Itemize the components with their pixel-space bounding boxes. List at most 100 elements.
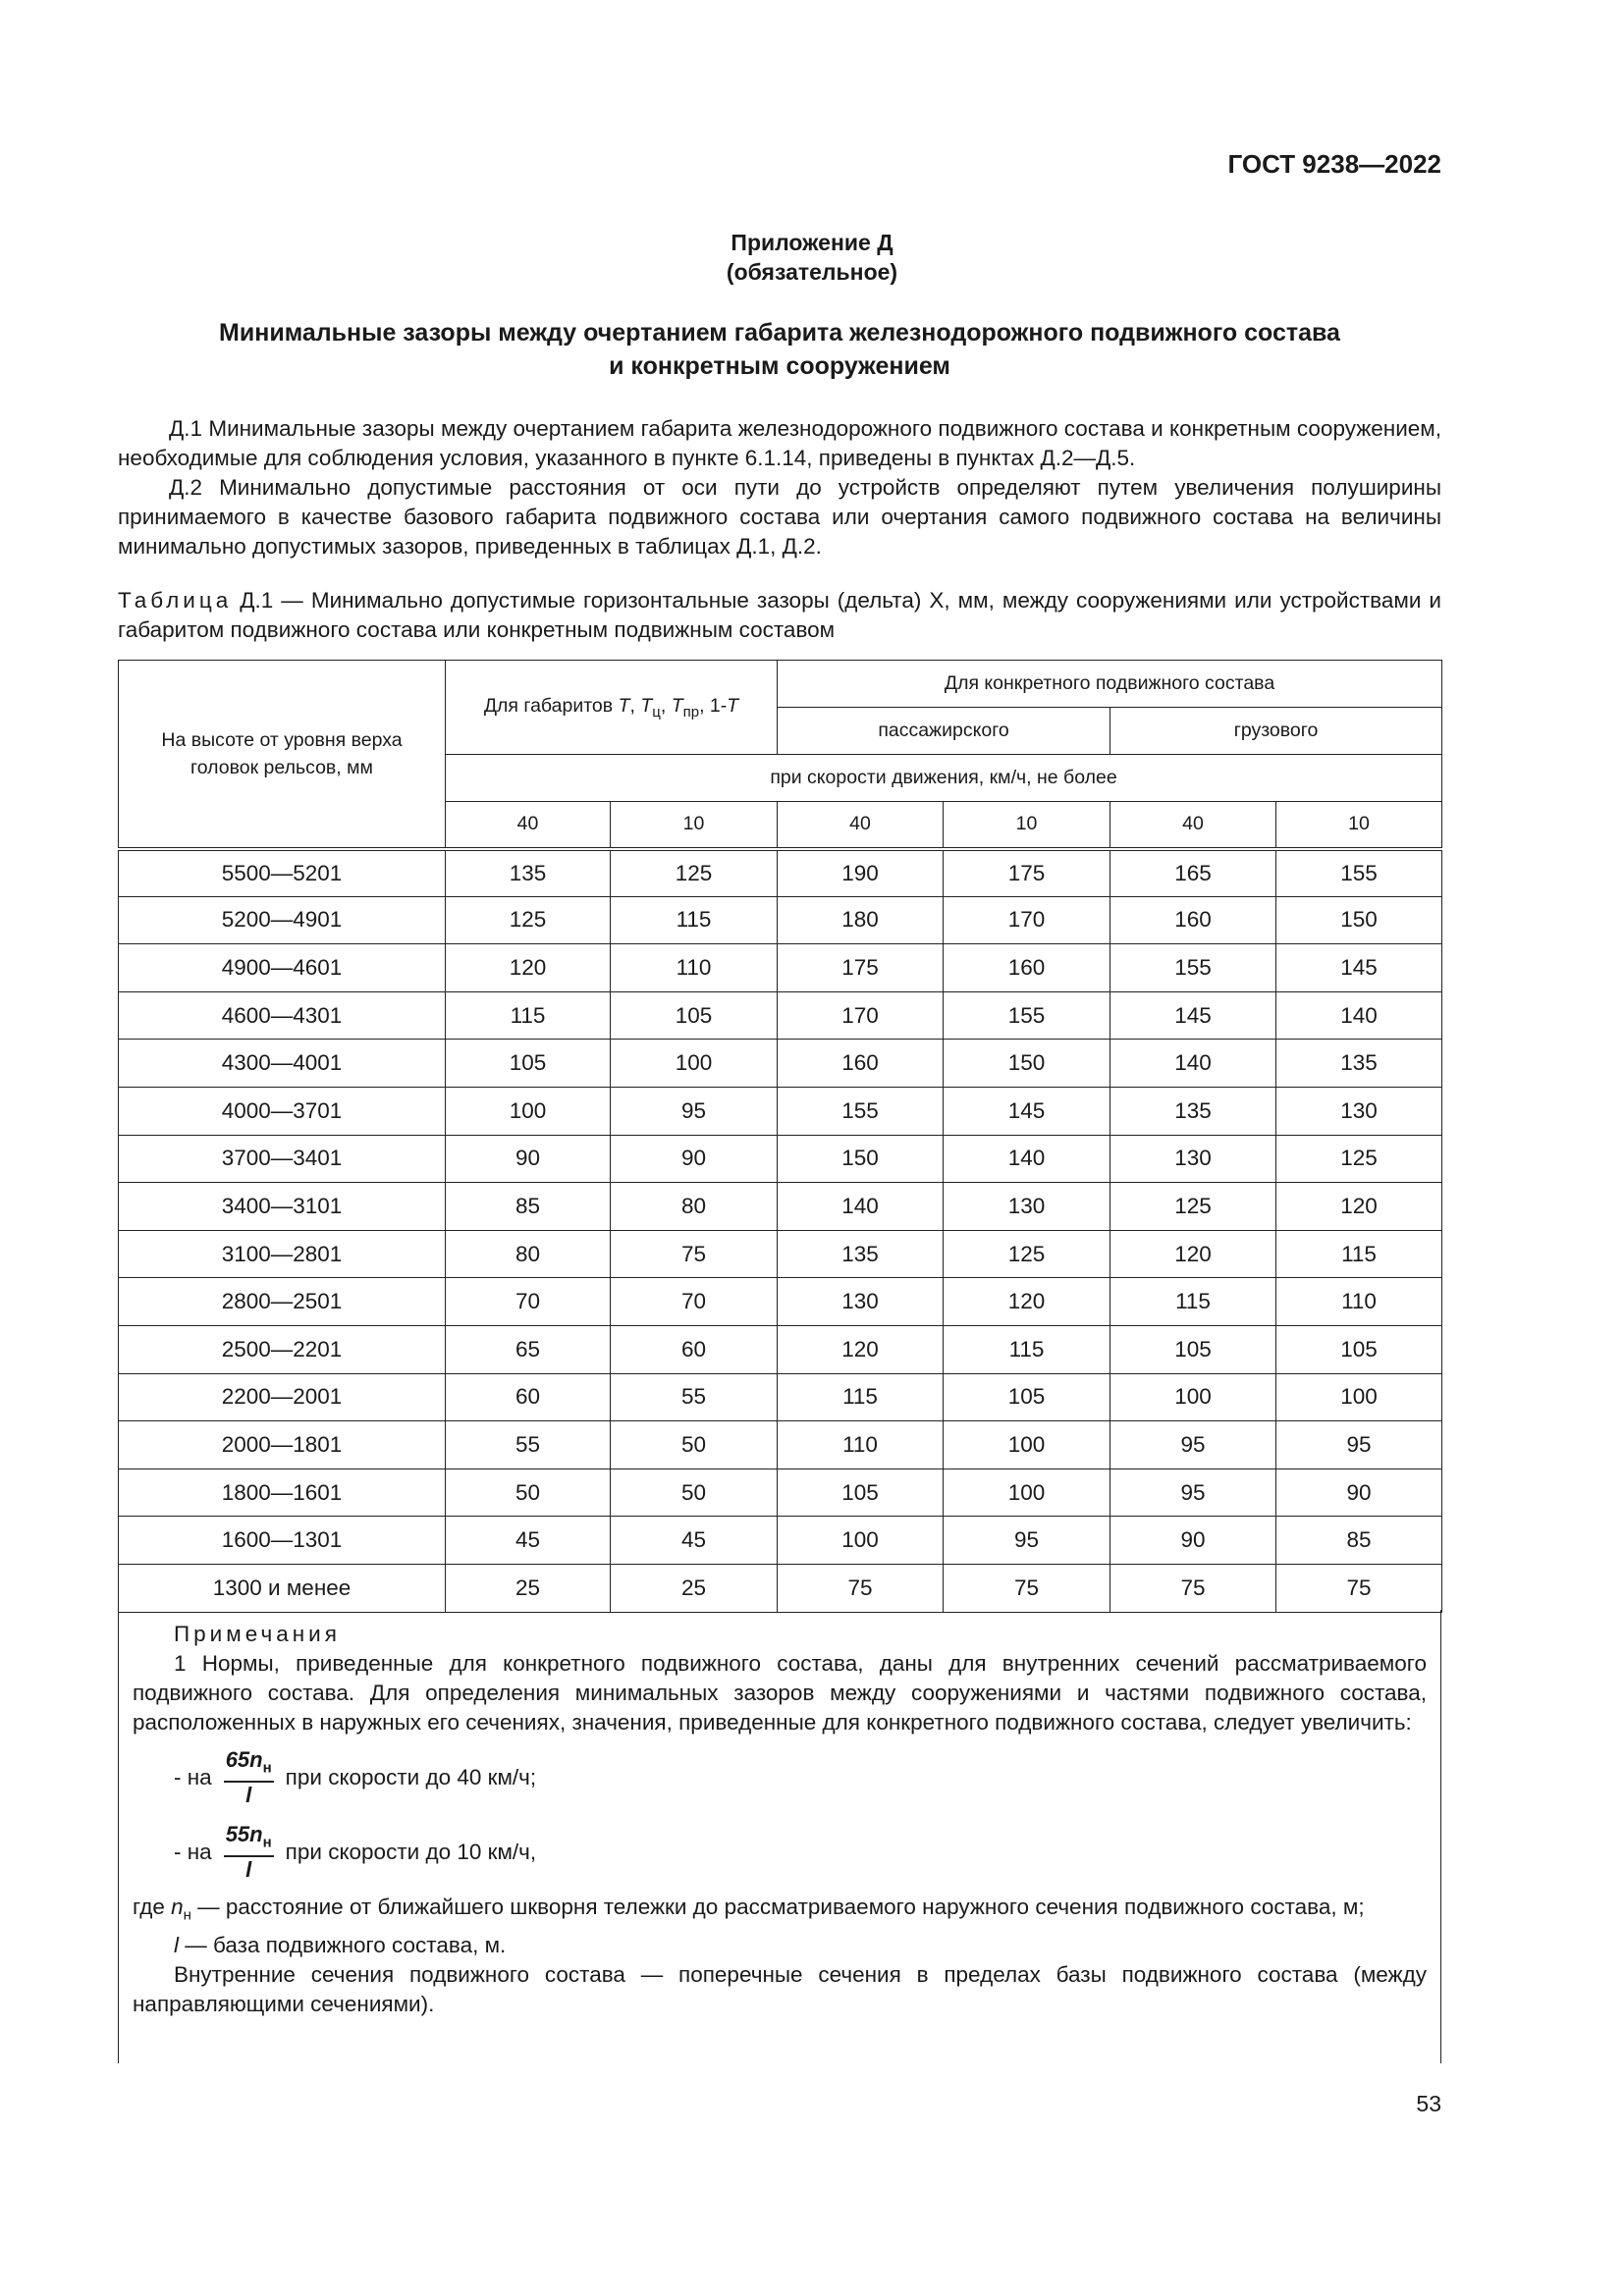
clearance-cell: 65 xyxy=(445,1324,611,1374)
height-range-cell: 2200—2001 xyxy=(118,1372,446,1422)
header-speed-value: 10 xyxy=(1275,801,1443,849)
clearance-cell: 130 xyxy=(1110,1134,1277,1184)
clearance-cell: 155 xyxy=(1110,943,1277,992)
clearance-cell: 85 xyxy=(1275,1516,1443,1565)
fraction: 65nн l xyxy=(223,1746,274,1808)
clearance-cell: 145 xyxy=(1275,943,1443,992)
inner-sections: Внутренние сечения подвижного состава — … xyxy=(133,1961,1427,2016)
clearance-cell: 75 xyxy=(943,1563,1111,1613)
clearance-cell: 145 xyxy=(943,1086,1111,1136)
clearance-cell: 125 xyxy=(1275,1134,1443,1184)
table-row: 2500—2201 65 60 120 115 105 105 xyxy=(118,1324,1443,1374)
table-row: 3400—3101 85 80 140 130 125 120 xyxy=(118,1182,1443,1231)
height-range-cell: 5200—4901 xyxy=(118,895,446,945)
caption-text: Д.1 — Минимально допустимые горизонтальн… xyxy=(118,588,1441,642)
clearance-cell: 90 xyxy=(445,1134,611,1184)
clearance-cell: 25 xyxy=(445,1563,611,1613)
clearance-cell: 75 xyxy=(609,1229,779,1279)
header-speed-value: 10 xyxy=(609,801,779,849)
clearance-cell: 145 xyxy=(1110,990,1277,1041)
clearance-cell: 105 xyxy=(609,990,779,1041)
height-range-cell: 4300—4001 xyxy=(118,1039,446,1088)
clearance-cell: 170 xyxy=(777,990,945,1041)
clearance-cell: 115 xyxy=(943,1324,1111,1374)
clearance-cell: 130 xyxy=(777,1277,945,1326)
clearance-cell: 105 xyxy=(445,1039,611,1088)
clearance-cell: 175 xyxy=(777,943,945,992)
clearance-cell: 100 xyxy=(943,1420,1111,1469)
clearance-cell: 140 xyxy=(943,1134,1111,1184)
formula-40: - на 65nн l при скорости до 40 км/ч; xyxy=(174,1746,537,1808)
clearance-cell: 100 xyxy=(609,1039,779,1088)
clearance-cell: 160 xyxy=(1110,895,1277,945)
clearance-cell: 120 xyxy=(445,943,611,992)
clearance-cell: 140 xyxy=(1110,1039,1277,1088)
clearance-cell: 155 xyxy=(1275,846,1443,897)
clearance-cell: 105 xyxy=(1275,1324,1443,1374)
height-range-cell: 2500—2201 xyxy=(118,1324,446,1374)
clearance-cell: 80 xyxy=(445,1229,611,1279)
clearance-cell: 50 xyxy=(609,1468,779,1518)
clearance-cell: 55 xyxy=(445,1420,611,1469)
clearance-cell: 75 xyxy=(777,1563,945,1613)
paragraph-d1: Д.1 Минимальные зазоры между очертанием … xyxy=(118,416,1441,470)
height-range-cell: 2000—1801 xyxy=(118,1420,446,1469)
table-row: 4300—4001 105 100 160 150 140 135 xyxy=(118,1039,1443,1088)
table-row: 1300 и менее 25 25 75 75 75 75 xyxy=(118,1563,1443,1613)
clearance-cell: 95 xyxy=(609,1086,779,1136)
appendix-label: Приложение Д xyxy=(731,230,893,255)
clearance-cell: 125 xyxy=(943,1229,1111,1279)
clearance-cell: 125 xyxy=(445,895,611,945)
header-speed-value: 10 xyxy=(943,801,1111,849)
height-range-cell: 3100—2801 xyxy=(118,1229,446,1279)
clearance-cell: 100 xyxy=(943,1468,1111,1518)
clearance-cell: 100 xyxy=(445,1086,611,1136)
table-row: 2000—1801 55 50 110 100 95 95 xyxy=(118,1420,1443,1469)
note-1: 1 Нормы, приведенные для конкретного под… xyxy=(133,1651,1427,1735)
clearance-cell: 105 xyxy=(777,1468,945,1518)
height-range-cell: 1600—1301 xyxy=(118,1516,446,1565)
clearance-cell: 120 xyxy=(1110,1229,1277,1279)
clearance-cell: 135 xyxy=(1110,1086,1277,1136)
where-n: где nн — расстояние от ближайшего шкворн… xyxy=(133,1895,1365,1924)
title-line-1: Минимальные зазоры между очертанием габа… xyxy=(219,319,1340,347)
appendix-status: (обязательное) xyxy=(726,259,898,285)
header-height: На высоте от уровня верха головок рельсо… xyxy=(118,660,446,849)
height-range-cell: 1800—1601 xyxy=(118,1468,446,1518)
clearance-cell: 45 xyxy=(445,1516,611,1565)
clearance-cell: 45 xyxy=(609,1516,779,1565)
document-code: ГОСТ 9238—2022 xyxy=(1227,149,1441,179)
clearance-cell: 100 xyxy=(1110,1372,1277,1422)
clearance-cell: 110 xyxy=(1275,1277,1443,1326)
clearance-cell: 50 xyxy=(445,1468,611,1518)
clearance-cell: 115 xyxy=(1110,1277,1277,1326)
clearance-cell: 50 xyxy=(609,1420,779,1469)
clearance-cell: 170 xyxy=(943,895,1111,945)
clearance-cell: 135 xyxy=(445,846,611,897)
clearance-cell: 115 xyxy=(609,895,779,945)
clearance-cell: 90 xyxy=(609,1134,779,1184)
height-range-cell: 1300 и менее xyxy=(118,1563,446,1613)
header-speed-value: 40 xyxy=(777,801,945,849)
fraction: 55nн l xyxy=(223,1821,274,1883)
clearance-cell: 190 xyxy=(777,846,945,897)
clearance-cell: 80 xyxy=(609,1182,779,1231)
table-row: 5200—4901 125 115 180 170 160 150 xyxy=(118,895,1443,945)
clearance-cell: 100 xyxy=(777,1516,945,1565)
table-row: 1600—1301 45 45 100 95 90 85 xyxy=(118,1516,1443,1565)
table-row: 3100—2801 80 75 135 125 120 115 xyxy=(118,1229,1443,1279)
clearance-cell: 120 xyxy=(943,1277,1111,1326)
clearance-cell: 125 xyxy=(609,846,779,897)
clearance-cell: 180 xyxy=(777,895,945,945)
clearance-cell: 85 xyxy=(445,1182,611,1231)
table-row: 5500—5201 135 125 190 175 165 155 xyxy=(118,846,1443,897)
table-row: 1800—1601 50 50 105 100 95 90 xyxy=(118,1468,1443,1518)
header-speed: при скорости движения, км/ч, не более xyxy=(444,754,1443,802)
clearance-cell: 150 xyxy=(777,1134,945,1184)
clearance-cell: 70 xyxy=(609,1277,779,1326)
clearance-cell: 125 xyxy=(1110,1182,1277,1231)
appendix-heading: Приложение Д (обязательное) xyxy=(0,228,1624,287)
table-row: 2800—2501 70 70 130 120 115 110 xyxy=(118,1277,1443,1326)
header-freight: грузового xyxy=(1110,707,1443,755)
header-gauges: Для габаритов T, Tц, Tпр, 1-T xyxy=(444,660,779,755)
